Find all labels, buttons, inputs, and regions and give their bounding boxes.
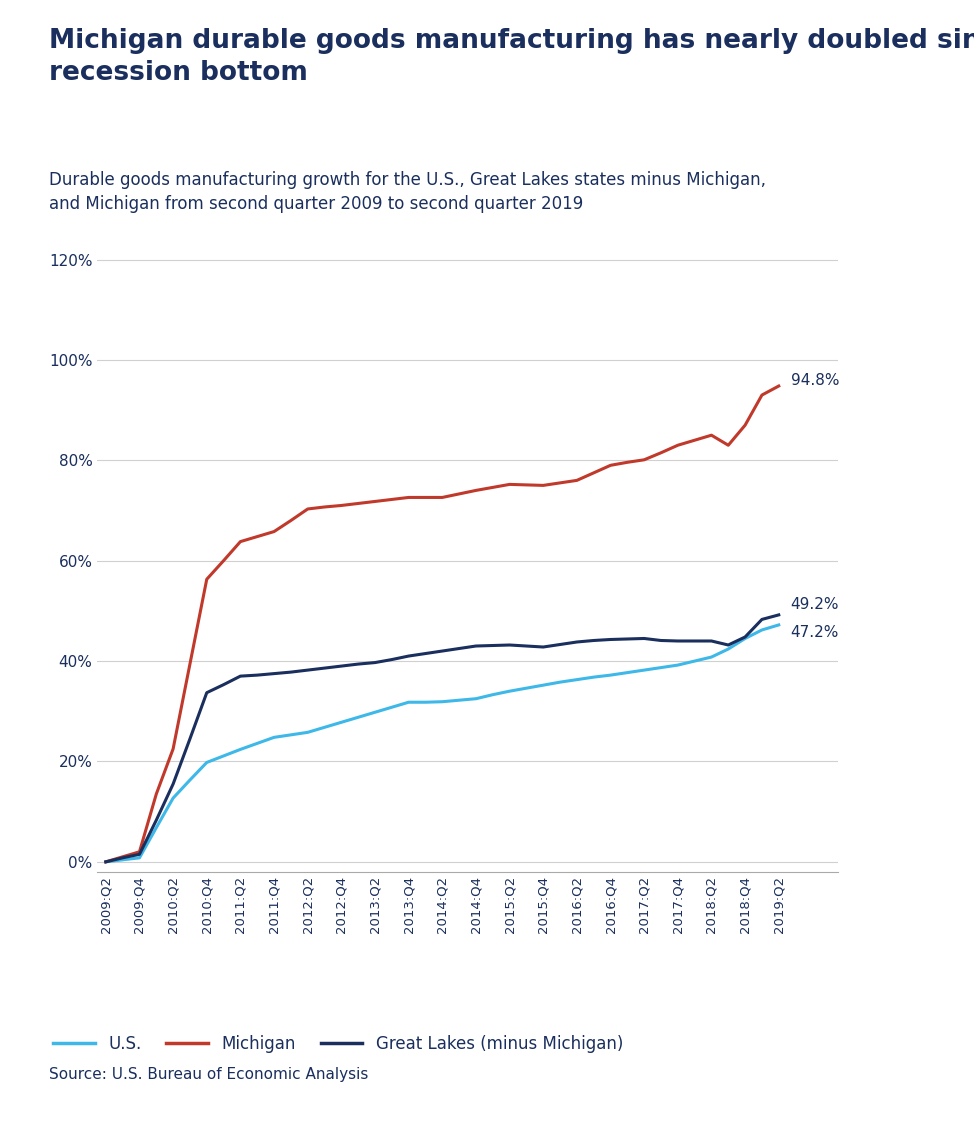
Text: Source: U.S. Bureau of Economic Analysis: Source: U.S. Bureau of Economic Analysis (49, 1068, 368, 1082)
Text: 47.2%: 47.2% (791, 626, 839, 640)
Text: Durable goods manufacturing growth for the U.S., Great Lakes states minus Michig: Durable goods manufacturing growth for t… (49, 171, 766, 213)
Text: 94.8%: 94.8% (791, 374, 839, 388)
Text: Michigan durable goods manufacturing has nearly doubled since
recession bottom: Michigan durable goods manufacturing has… (49, 28, 974, 87)
Legend: U.S., Michigan, Great Lakes (minus Michigan): U.S., Michigan, Great Lakes (minus Michi… (47, 1028, 630, 1060)
Text: 49.2%: 49.2% (791, 597, 839, 612)
